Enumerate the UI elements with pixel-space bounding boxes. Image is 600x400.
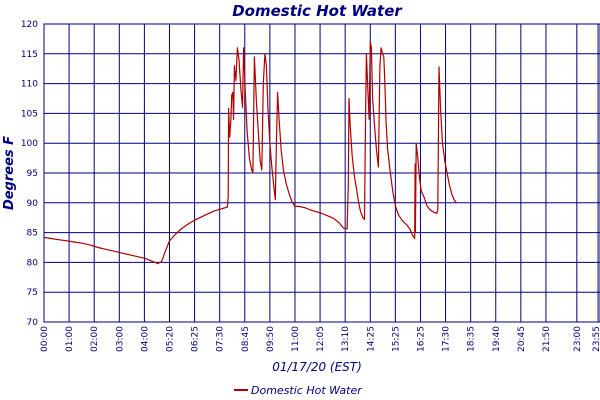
y-tick-label: 95 [27, 169, 38, 179]
y-tick-label: 100 [21, 139, 38, 149]
x-tick-label: 08:45 [241, 326, 251, 352]
grid-layer [43, 23, 600, 323]
y-tick-label: 75 [27, 288, 38, 298]
x-tick-label: 04:00 [140, 326, 150, 352]
chart-title: Domestic Hot Water [232, 2, 403, 20]
x-tick-label: 17:30 [442, 326, 452, 352]
x-tick-label: 16:25 [416, 326, 426, 352]
x-tick-label: 14:25 [366, 326, 376, 352]
y-tick-label: 85 [27, 229, 38, 239]
y-tick-label: 115 [21, 50, 38, 60]
x-tick-label: 21:50 [542, 326, 552, 352]
y-tick-label: 105 [21, 109, 38, 119]
x-tick-label: 12:05 [316, 326, 326, 352]
x-tick-label: 19:40 [492, 326, 502, 352]
x-tick-label: 02:00 [90, 326, 100, 352]
plot-area-border [43, 23, 600, 323]
x-tick-label: 20:45 [517, 326, 527, 352]
x-axis-label: 01/17/20 (EST) [272, 360, 362, 374]
y-tick-label: 70 [27, 318, 39, 328]
series-layer [43, 41, 457, 265]
legend: Domestic Hot Water [234, 384, 363, 397]
x-tick-label: 09:50 [266, 326, 276, 352]
x-tick-label: 01:00 [65, 326, 75, 352]
x-tick-label: 05:20 [165, 326, 175, 352]
x-tick-labels: 00:00 01:00 02:00 03:00 04:00 05:20 06:25 07:30… [40, 326, 600, 352]
x-tick-label: 15:25 [391, 326, 401, 352]
x-tick-label: 06:25 [191, 326, 201, 352]
y-tick-labels: 70 75 80 85 90 95 100 105 110 115 120 [21, 20, 38, 328]
x-tick-label: 07:30 [216, 326, 226, 352]
x-tick-label: 11:00 [291, 326, 301, 352]
y-tick-label: 90 [27, 199, 39, 209]
x-tick-label: 13:10 [341, 326, 351, 352]
series-line [43, 41, 457, 265]
y-axis-label: Degrees F [2, 136, 17, 210]
y-tick-label: 110 [21, 80, 38, 90]
x-tick-label: 00:00 [40, 326, 50, 352]
y-tick-label: 80 [27, 258, 39, 268]
x-tick-label: 18:35 [467, 326, 477, 352]
x-tick-label: 03:00 [115, 326, 125, 352]
x-tick-label: 23:55 [592, 326, 600, 352]
y-tick-label: 120 [21, 20, 38, 30]
x-tick-label: 23:00 [573, 326, 583, 352]
legend-label: Domestic Hot Water [251, 384, 363, 397]
